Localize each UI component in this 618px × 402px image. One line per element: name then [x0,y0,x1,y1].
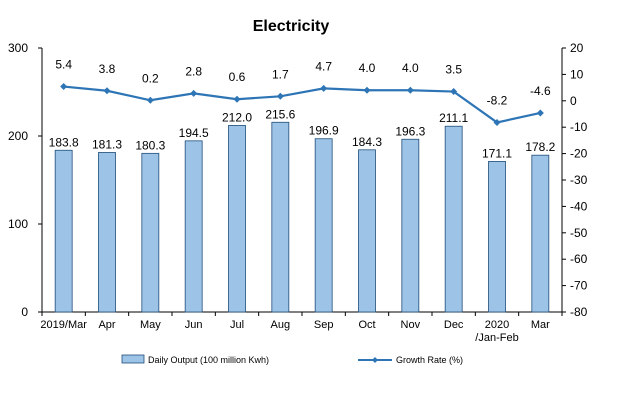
bar-data-label: 194.5 [179,126,209,140]
growth-data-label: 0.6 [229,70,246,84]
x-tick-label: Oct [358,319,375,331]
bar [358,149,376,313]
y-right-tick-label: -20 [570,147,588,161]
bar-data-label: 196.9 [309,124,339,138]
bar-data-label: 212.0 [222,110,252,124]
bar [271,121,290,313]
legend-label-growth-rate: Growth Rate (%) [396,355,463,365]
y-right-tick-label: -30 [570,173,588,187]
y-left-tick-label: 0 [21,305,28,319]
x-tick-label: May [140,319,161,331]
bar-data-label: 211.1 [439,111,468,125]
growth-data-label: 4.0 [402,61,419,75]
growth-data-label: 5.4 [55,58,72,72]
bar [98,152,116,313]
growth-data-label: 4.0 [359,61,376,75]
bar [54,149,73,313]
growth-data-label: 4.7 [315,59,332,73]
bar-data-label: 178.2 [525,140,555,154]
bar-data-label: 180.3 [135,138,165,152]
legend-swatch-bar [121,354,145,364]
growth-point [536,109,544,117]
y-right-tick-label: -10 [570,120,588,134]
y-left-tick-label: 300 [8,41,28,55]
x-tick-label: Aug [271,319,291,331]
chart-title: Electricity [253,18,330,35]
growth-point [450,88,458,96]
growth-point [60,83,68,91]
y-right-tick-label: -50 [570,226,588,240]
growth-point [146,96,154,104]
y-right-tick-label: -70 [570,279,588,293]
growth-point [363,86,371,94]
y-right-tick-label: 20 [570,41,584,55]
x-tick-label: 2019/Mar [40,319,87,331]
bar-data-label: 215.6 [265,107,295,121]
growth-point [233,95,241,103]
growth-data-label: 0.2 [142,71,159,85]
growth-point [493,118,501,126]
bar-data-label: 184.3 [352,135,382,149]
bar [314,138,333,313]
growth-data-label: 3.5 [445,63,462,77]
bar-data-label: 183.8 [49,135,79,149]
bar-data-label: 181.3 [92,137,122,151]
y-right-tick-label: -80 [570,305,588,319]
bar [488,161,506,313]
x-tick-label: Sep [314,319,334,331]
y-right-tick-label: 10 [570,67,584,81]
y-left-tick-label: 100 [8,217,28,231]
growth-data-label: 1.7 [272,67,289,81]
x-tick-label: Mar [531,319,550,331]
x-tick-label: Jun [185,319,203,331]
y-right-tick-label: -60 [570,252,588,266]
bar-data-label: 196.3 [395,124,425,138]
growth-data-label: 2.8 [185,64,202,78]
y-left-tick-label: 200 [8,129,28,143]
x-tick-label: Jul [230,319,244,331]
x-tick-label: Dec [444,319,464,331]
growth-point [190,89,198,97]
growth-point [320,84,328,92]
bar-data-label: 171.1 [482,146,512,160]
legend-swatch-marker [372,357,378,363]
bar [228,125,246,313]
growth-point [406,86,414,94]
growth-data-label: 3.8 [99,62,116,76]
growth-point [276,92,284,100]
growth-data-label: -8.2 [487,93,508,107]
bar [401,138,420,313]
bar [531,154,550,313]
bar [184,140,203,313]
growth-data-label: -4.6 [530,84,551,98]
x-tick-label: 2020/Jan-Feb [475,319,518,344]
bar [444,125,463,313]
growth-line [63,85,541,124]
growth-point [103,87,111,95]
y-right-tick-label: 0 [570,94,577,108]
x-tick-label: Nov [401,319,421,331]
y-right-tick-label: -40 [570,199,588,213]
x-tick-label: Apr [98,319,115,331]
bar [141,152,160,313]
legend-label-daily-output: Daily Output (100 million Kwh) [148,355,269,365]
